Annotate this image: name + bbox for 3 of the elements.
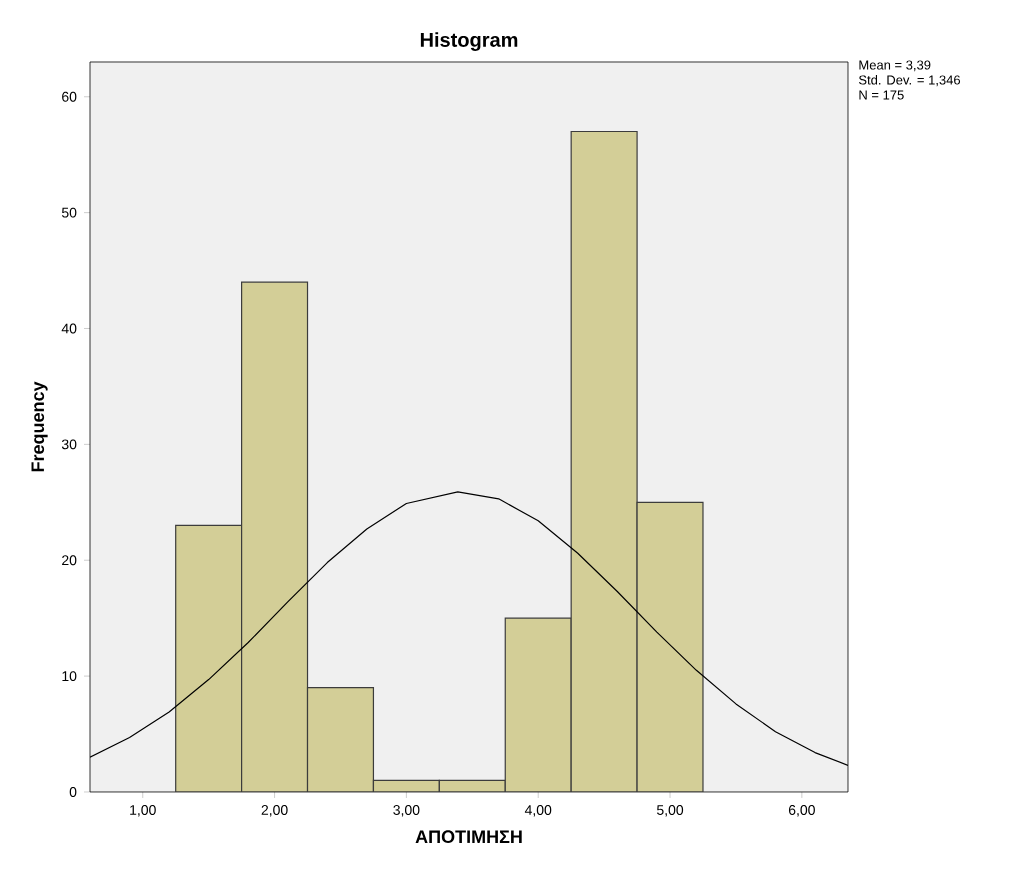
y-axis-title: Frequency — [31, 381, 48, 472]
chart-title: Histogram — [420, 32, 518, 51]
x-axis-title: ΑΠΟΤΙΜΗΣΗ — [415, 830, 522, 844]
